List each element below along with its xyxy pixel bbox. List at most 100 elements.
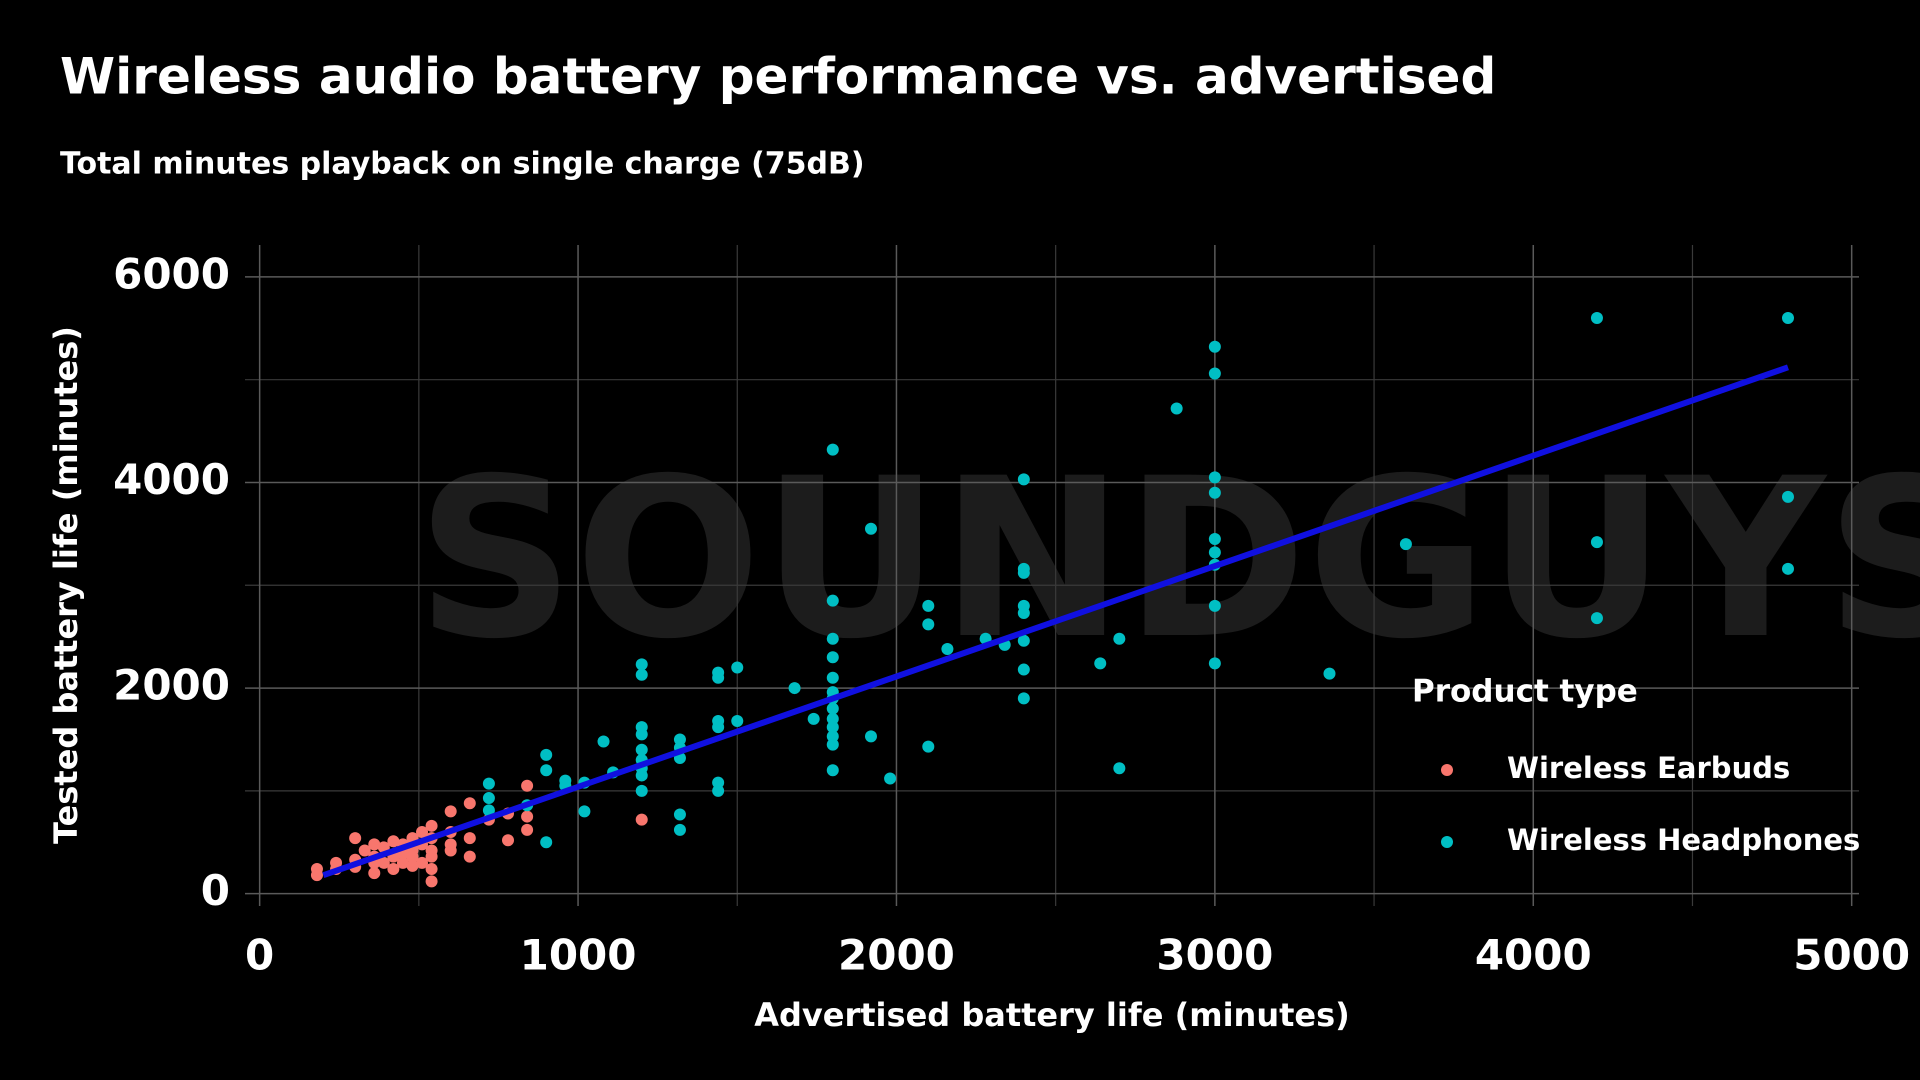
x-axis-label: Advertised battery life (minutes) [754, 996, 1350, 1034]
y-axis-label: Tested battery life (minutes) [47, 326, 85, 844]
point [826, 651, 839, 664]
legend-swatch [1441, 764, 1453, 776]
point [416, 825, 429, 838]
point [387, 835, 400, 848]
point [635, 658, 648, 671]
y-tick-label: 6000 [113, 249, 230, 298]
point [1170, 402, 1183, 415]
watermark: SOUNDGUYS [416, 431, 1920, 687]
point [368, 838, 381, 851]
point [425, 850, 438, 863]
point [941, 643, 954, 656]
point [731, 661, 744, 674]
point [1113, 762, 1126, 775]
x-tick-label: 2000 [838, 931, 955, 980]
point [635, 813, 648, 826]
point [1781, 490, 1794, 503]
point [521, 779, 534, 792]
point [864, 522, 877, 535]
point [358, 844, 371, 857]
point [1017, 634, 1030, 647]
point [463, 797, 476, 810]
point [463, 850, 476, 863]
point [635, 784, 648, 797]
point [444, 805, 457, 818]
plot [310, 311, 1794, 888]
point [1590, 536, 1603, 549]
point [1208, 657, 1221, 670]
point [884, 772, 897, 785]
point [807, 712, 820, 725]
legend-swatch [1441, 836, 1453, 848]
legend: Product type Wireless Earbuds Wireless Hea… [1412, 674, 1860, 858]
point [482, 804, 495, 817]
legend-title: Product type [1412, 674, 1638, 710]
point [1094, 657, 1107, 670]
y-tick-label: 0 [201, 866, 230, 915]
point [826, 712, 839, 725]
point [349, 832, 362, 845]
point [826, 702, 839, 715]
point [673, 733, 686, 746]
point [635, 769, 648, 782]
point [864, 730, 877, 743]
point [1208, 471, 1221, 484]
point [712, 671, 725, 684]
point [521, 823, 534, 836]
y-tick-label: 2000 [113, 661, 230, 710]
point [1781, 311, 1794, 324]
point [635, 743, 648, 756]
x-tick-label: 4000 [1475, 931, 1592, 980]
point [396, 856, 409, 869]
point [826, 730, 839, 743]
x-tick-label: 5000 [1793, 931, 1910, 980]
trend-line [322, 364, 1789, 878]
point [540, 764, 553, 777]
point [406, 859, 419, 872]
point [1208, 340, 1221, 353]
point [712, 721, 725, 734]
point [425, 862, 438, 875]
point [826, 594, 839, 607]
point [1590, 311, 1603, 324]
point [416, 856, 429, 869]
point [1113, 632, 1126, 645]
point [673, 808, 686, 821]
point [540, 748, 553, 761]
chart-title: Wireless audio battery performance vs. a… [60, 48, 1496, 106]
x-tick-label: 1000 [520, 931, 637, 980]
point [826, 721, 839, 734]
point [826, 738, 839, 751]
point [1781, 562, 1794, 575]
point [1208, 486, 1221, 499]
point [1208, 367, 1221, 380]
point [712, 776, 725, 789]
point [635, 668, 648, 681]
point [482, 777, 495, 790]
chart-subtitle: Total minutes playback on single charge … [60, 147, 865, 182]
point [406, 850, 419, 863]
point [922, 740, 935, 753]
point [826, 764, 839, 777]
point [444, 844, 457, 857]
legend-label: Wireless Earbuds [1507, 751, 1790, 785]
point [368, 867, 381, 880]
point [540, 836, 553, 849]
point [425, 875, 438, 888]
point [1208, 546, 1221, 559]
point [826, 632, 839, 645]
point [788, 682, 801, 695]
point [922, 599, 935, 612]
point [635, 728, 648, 741]
point [1590, 612, 1603, 625]
grid: 0 1000 2000 3000 4000 5000 0 2000 4000 6000 [113, 245, 1910, 980]
x-tick-label: 0 [245, 931, 274, 980]
point [1399, 538, 1412, 551]
point [1017, 663, 1030, 676]
point [1208, 599, 1221, 612]
point [1017, 473, 1030, 486]
point [463, 832, 476, 845]
point [673, 823, 686, 836]
point [502, 834, 515, 847]
